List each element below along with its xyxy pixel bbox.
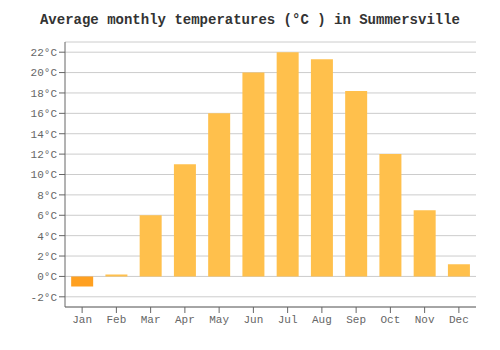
svg-text:14°C: 14°C — [31, 129, 58, 141]
svg-text:May: May — [209, 314, 229, 326]
html-text:Average monthly temperatures (: Average monthly temperatures (°C ) in Su… — [40, 12, 460, 28]
svg-text:22°C: 22°C — [31, 47, 58, 59]
svg-text:4°C: 4°C — [37, 231, 57, 243]
svg-text:Oct: Oct — [380, 314, 400, 326]
svg-text:Dec: Dec — [449, 314, 469, 326]
svg-text:Mar: Mar — [141, 314, 161, 326]
svg-text:16°C: 16°C — [31, 108, 58, 120]
svg-text:12°C: 12°C — [31, 149, 58, 161]
svg-text:Jul: Jul — [278, 314, 298, 326]
svg-text:8°C: 8°C — [37, 190, 57, 202]
svg-text:Nov: Nov — [415, 314, 435, 326]
svg-text:6°C: 6°C — [37, 210, 57, 222]
svg-text:Sep: Sep — [346, 314, 366, 326]
svg-text:Jan: Jan — [72, 314, 92, 326]
svg-text:Feb: Feb — [106, 314, 126, 326]
svg-text:2°C: 2°C — [37, 251, 57, 263]
svg-text:18°C: 18°C — [31, 88, 58, 100]
svg-text:0°C: 0°C — [37, 271, 57, 283]
svg-text:-2°C: -2°C — [31, 292, 58, 304]
svg-text:Aug: Aug — [312, 314, 332, 326]
svg-text:Jun: Jun — [243, 314, 263, 326]
svg-text:20°C: 20°C — [31, 67, 58, 79]
svg-text:Apr: Apr — [175, 314, 195, 326]
svg-text:10°C: 10°C — [31, 169, 58, 181]
